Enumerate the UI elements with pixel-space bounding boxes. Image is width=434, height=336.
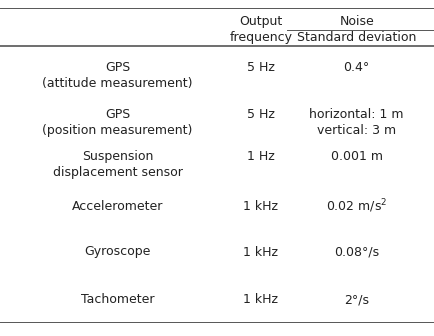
Text: GPS: GPS (105, 109, 130, 122)
Text: 1 Hz: 1 Hz (247, 151, 274, 164)
Text: displacement sensor: displacement sensor (53, 166, 182, 179)
Text: 5 Hz: 5 Hz (247, 61, 274, 75)
Text: Output: Output (239, 15, 282, 28)
Text: 0.08°/s: 0.08°/s (333, 246, 378, 258)
Text: (position measurement): (position measurement) (42, 124, 192, 137)
Text: 1 kHz: 1 kHz (243, 246, 278, 258)
Text: Accelerometer: Accelerometer (72, 200, 163, 213)
Text: Standard deviation: Standard deviation (296, 31, 415, 44)
Text: 1 kHz: 1 kHz (243, 200, 278, 213)
Text: 2°/s: 2°/s (343, 293, 368, 306)
Text: Gyroscope: Gyroscope (84, 246, 150, 258)
Text: Noise: Noise (339, 15, 373, 28)
Text: 5 Hz: 5 Hz (247, 109, 274, 122)
Text: 1 kHz: 1 kHz (243, 293, 278, 306)
Text: 0.001 m: 0.001 m (330, 151, 382, 164)
Text: 0.4°: 0.4° (343, 61, 369, 75)
Text: Tachometer: Tachometer (81, 293, 154, 306)
Text: horizontal: 1 m: horizontal: 1 m (309, 109, 403, 122)
Text: Suspension: Suspension (82, 151, 153, 164)
Text: GPS: GPS (105, 61, 130, 75)
Text: vertical: 3 m: vertical: 3 m (316, 124, 395, 137)
Text: frequency: frequency (229, 31, 292, 44)
Text: (attitude measurement): (attitude measurement) (42, 77, 192, 90)
Text: 0.02 m/s$^{2}$: 0.02 m/s$^{2}$ (325, 198, 387, 215)
